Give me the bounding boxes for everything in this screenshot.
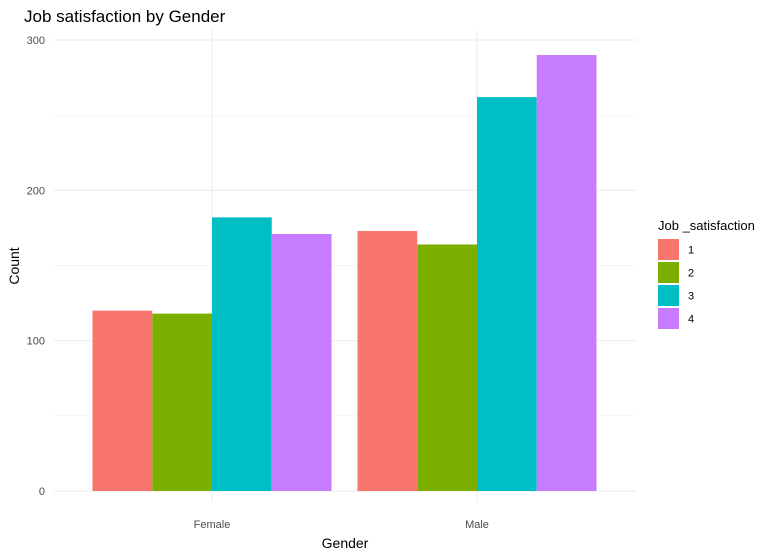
x-tick-label: Male [465, 519, 489, 531]
legend-swatch-3 [658, 285, 679, 306]
y-tick-label: 200 [27, 185, 45, 197]
x-axis-title: Gender [322, 535, 369, 551]
bar-male-4 [536, 55, 597, 492]
y-tick-label: 300 [27, 35, 45, 47]
y-tick-label: 0 [39, 486, 45, 498]
bar-female-3 [212, 217, 272, 492]
legend-swatch-2 [658, 262, 679, 283]
chart-title: Job satisfaction by Gender [24, 7, 226, 26]
legend-swatch-1 [658, 239, 679, 260]
bars [92, 55, 597, 492]
x-tick-label: Female [194, 519, 231, 531]
y-axis-title: Count [6, 247, 22, 284]
legend-swatch-4 [658, 308, 679, 329]
legend-label-1: 1 [688, 245, 694, 257]
bar-female-4 [271, 233, 332, 491]
bar-male-1 [357, 230, 418, 491]
legend-label-3: 3 [688, 291, 694, 303]
legend: Job _satisfaction 1 2 3 4 [658, 218, 755, 329]
legend-title: Job _satisfaction [658, 218, 755, 233]
y-tick-label: 100 [27, 336, 45, 348]
y-axis-ticks: 0 100 200 300 [27, 35, 45, 498]
bar-female-1 [92, 310, 153, 491]
bar-male-2 [417, 244, 477, 491]
bar-female-2 [152, 313, 212, 491]
legend-label-2: 2 [688, 268, 694, 280]
x-axis-ticks: Female Male [194, 519, 489, 531]
legend-label-4: 4 [688, 314, 694, 326]
bar-male-3 [477, 97, 537, 492]
